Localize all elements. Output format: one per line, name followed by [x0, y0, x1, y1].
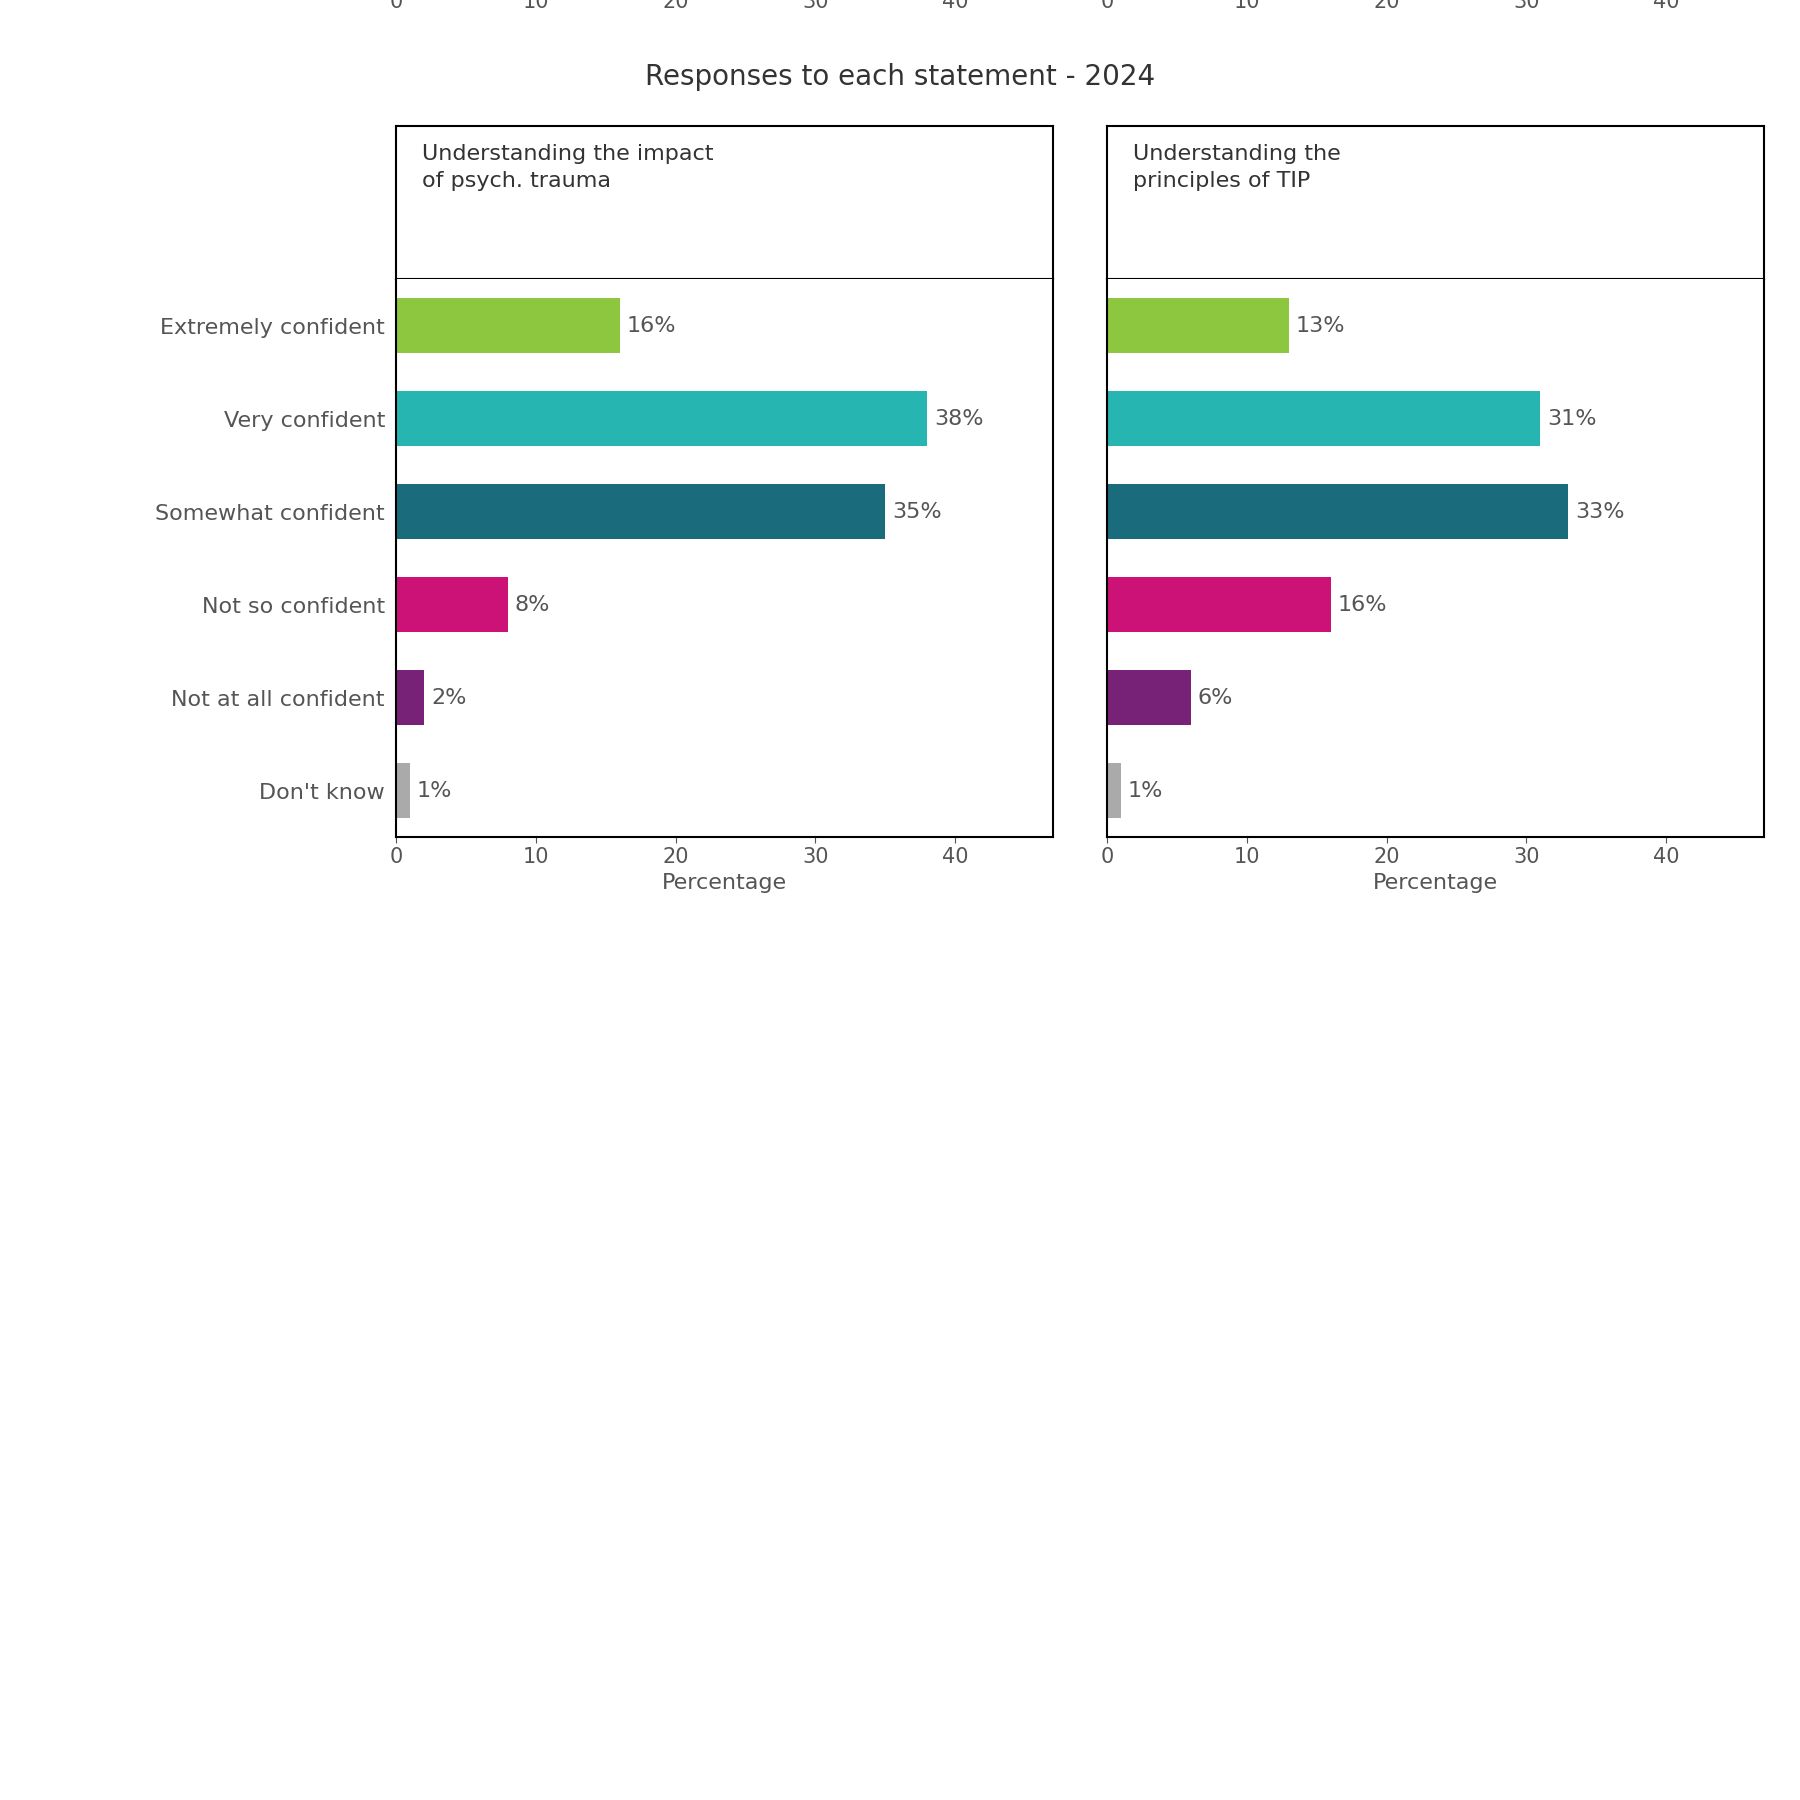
- Bar: [1107, 670, 1192, 725]
- Bar: [396, 391, 927, 446]
- Bar: [1107, 576, 1330, 632]
- X-axis label: Percentage: Percentage: [662, 873, 787, 893]
- Text: 16%: 16%: [626, 315, 677, 335]
- Bar: [396, 576, 508, 632]
- Bar: [396, 297, 619, 353]
- Text: Understanding the impact
of psych. trauma: Understanding the impact of psych. traum…: [423, 144, 715, 191]
- Bar: [1107, 297, 1289, 353]
- Text: 8%: 8%: [515, 594, 551, 614]
- Text: 38%: 38%: [934, 409, 983, 428]
- Text: 1%: 1%: [1129, 781, 1163, 801]
- Text: Understanding the
principles of TIP: Understanding the principles of TIP: [1134, 144, 1341, 191]
- Text: 6%: 6%: [1197, 688, 1233, 707]
- Bar: [1107, 484, 1568, 540]
- Text: 31%: 31%: [1548, 409, 1597, 428]
- Bar: [396, 763, 410, 819]
- Text: Responses to each statement - 2024: Responses to each statement - 2024: [644, 63, 1156, 92]
- Bar: [396, 484, 886, 540]
- X-axis label: Percentage: Percentage: [1373, 873, 1498, 893]
- Text: 33%: 33%: [1575, 502, 1625, 522]
- Text: 35%: 35%: [893, 502, 941, 522]
- Text: 13%: 13%: [1296, 315, 1345, 335]
- Text: 2%: 2%: [430, 688, 466, 707]
- Text: 1%: 1%: [418, 781, 452, 801]
- Bar: [396, 670, 425, 725]
- Bar: [1107, 391, 1541, 446]
- Bar: [1107, 763, 1121, 819]
- Text: 16%: 16%: [1337, 594, 1388, 614]
